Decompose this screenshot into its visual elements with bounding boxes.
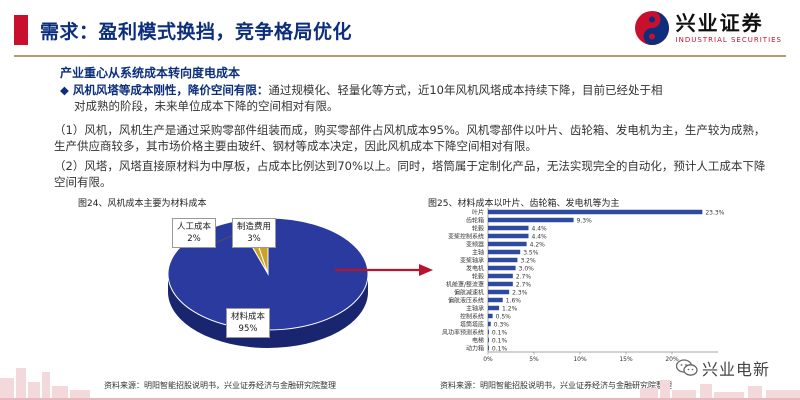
bar-value-label: 23.3%: [705, 210, 724, 217]
bar-category-label: 风功率预测系统: [442, 329, 484, 337]
bar-3: [488, 233, 529, 239]
paragraph-wind-tower: （2）风塔，风塔直接原材料为中厚板，占成本比例达到70%以上。同时，塔筒属于定制…: [54, 159, 766, 189]
bar-value-label: 1.2%: [502, 306, 518, 313]
bar-5: [488, 249, 521, 255]
bar-value-label: 9.3%: [577, 218, 593, 225]
pie-slice-material: [167, 217, 369, 331]
bar-category-label: 变频器: [466, 241, 484, 249]
bar-value-label: 1.6%: [506, 298, 522, 305]
pie-side-wall: [168, 274, 368, 348]
bar-x-tick-label: 0%: [483, 356, 493, 362]
bar-value-label: 0.1%: [492, 330, 508, 337]
bar-value-label: 3.0%: [519, 266, 535, 273]
paragraph-wind-turbine: （1）风机，风机生产是通过采购零部件组装而成，购买零部件占风机成本95%。风机零…: [54, 123, 766, 153]
slide-title-bar: 需求：盈利模式换挡，竞争格局优化: [14, 10, 352, 50]
bar-category-label: 主轴: [472, 249, 484, 257]
bar-chart: 叶片 23.3% 齿轮箱 9.3% 轮毂 4.4% 变桨控制系统 4.4% 变频器 4.2% 主轴 3…: [428, 206, 728, 363]
bar-x-tick-label: 5%: [529, 356, 539, 362]
right-figure-source: 资料来源：明阳智能招股说明书，兴业证券经济与金融研究院整理: [440, 381, 672, 390]
bar-chart-svg: 叶片 23.3% 齿轮箱 9.3% 轮毂 4.4% 变桨控制系统 4.4% 变频器 4.2% 主轴 3…: [442, 208, 725, 363]
bar-value-label: 3.5%: [523, 250, 539, 257]
bar-category-label: 控制系统: [460, 313, 484, 321]
pie-label-manufacturing-value: 3%: [247, 234, 261, 244]
bar-value-label: 0.3%: [494, 322, 510, 329]
bullet-bold-lead: 风机风塔等成本刚性，降价空间有限：: [72, 83, 269, 97]
bar-value-label: 4.4%: [531, 226, 547, 233]
bar-category-label: 齿轮箱: [466, 217, 484, 225]
pie-label-material-value: 95%: [238, 324, 258, 334]
bar-17: [488, 345, 489, 351]
pie-label-manufacturing: 制造费用 3%: [232, 218, 277, 248]
bar-x-tick-label: 10%: [573, 356, 587, 362]
city-skyline-decoration: [0, 368, 800, 400]
title-accent-block: [14, 15, 28, 45]
bar-14: [488, 321, 491, 327]
bar-category-label: 变桨轴承: [460, 257, 484, 265]
logo-chinese-name: 兴业证券: [675, 11, 764, 35]
pie-label-labor-name: 人工成本: [177, 222, 212, 232]
bar-1: [488, 217, 574, 223]
bar-13: [488, 313, 493, 319]
wechat-icon: [675, 359, 698, 376]
logo-mark-icon: [634, 11, 669, 45]
section-heading: 产业重心从系统成本转向度电成本: [60, 66, 241, 80]
left-figure-source: 资料来源：明阳智能招股说明书，兴业证券经济与金融研究院整理: [104, 381, 336, 390]
bullet-paragraph: ◆ 风机风塔等成本刚性，降价空间有限：通过规模化、轻量化等方式，近10年风机风塔成…: [60, 82, 772, 114]
bar-category-label: 偏航减速机: [454, 289, 484, 297]
bullet-line-2: 对成熟的阶段，未来单位成本下降的空间相对有限。: [74, 99, 339, 113]
bar-value-label: 3.2%: [520, 258, 536, 265]
company-logo: 兴业证券 INDUSTRIAL SECURITIES: [634, 10, 782, 46]
bar-12: [488, 305, 500, 311]
bar-9: [488, 281, 513, 287]
bar-category-label: 偏航液压系统: [448, 297, 484, 305]
bar-category-label: 机舱罩/整流罩: [446, 281, 484, 289]
wechat-watermark: 兴业电新: [675, 356, 770, 380]
bar-value-label: 4.4%: [531, 234, 547, 241]
bar-category-label: 轮毂: [472, 273, 484, 281]
bar-15: [488, 329, 489, 335]
bar-11: [488, 297, 503, 303]
bar-10: [488, 289, 510, 295]
logo-english-name: INDUSTRIAL SECURITIES: [675, 36, 782, 44]
pie-chart: 人工成本 2% 制造费用 3% 材料成本 95%: [150, 208, 410, 358]
bar-category-label: 叶片: [472, 209, 484, 217]
bar-category-label: 塔筒塔底: [460, 321, 484, 329]
figure-24-caption: 图24、风机成本主要为材料成本: [78, 199, 207, 209]
diamond-bullet-icon: ◆: [60, 83, 69, 97]
bar-value-label: 0.1%: [492, 338, 508, 345]
bar-value-label: 0.1%: [492, 346, 508, 353]
pie-label-labor: 人工成本 2%: [172, 218, 217, 248]
pie-label-manufacturing-name: 制造费用: [237, 222, 272, 232]
bar-category-label: 主轴承: [466, 305, 484, 313]
bar-category-label: 变桨控制系统: [448, 233, 484, 241]
bar-value-label: 2.7%: [516, 274, 532, 281]
bar-x-tick-label: 15%: [619, 356, 633, 362]
bar-4: [488, 241, 527, 247]
bar-category-label: 动力箱: [466, 345, 484, 353]
slide-title: 需求：盈利模式换挡，竞争格局优化: [40, 20, 353, 43]
pie-label-labor-value: 2%: [187, 234, 201, 244]
bar-0: [488, 209, 703, 215]
bar-8: [488, 273, 513, 279]
bar-value-label: 4.2%: [530, 242, 546, 249]
figure-25-caption: 图25、材料成本以叶片、齿轮箱、发电机等为主: [428, 199, 620, 209]
bar-16: [488, 337, 489, 343]
pie-label-material: 材料成本 95%: [226, 308, 271, 338]
bar-6: [488, 257, 518, 263]
bullet-line-1: 通过规模化、轻量化等方式，近10年风机风塔成本持续下降，目前已经处于相: [268, 83, 663, 97]
bar-category-label: 发电机: [466, 265, 484, 273]
bar-category-label: 电梯: [472, 337, 484, 345]
bar-value-label: 0.5%: [496, 314, 512, 321]
bar-value-label: 2.7%: [516, 282, 532, 289]
red-arrow-icon: [335, 264, 433, 276]
header-divider: [14, 55, 786, 57]
bar-x-tick-label: 20%: [665, 356, 679, 362]
bar-7: [488, 265, 516, 271]
watermark-text: 兴业电新: [701, 360, 770, 379]
pie-label-material-name: 材料成本: [231, 312, 266, 322]
bar-2: [488, 225, 529, 231]
bar-category-label: 轮毂: [472, 225, 484, 233]
bar-value-label: 2.3%: [512, 290, 528, 297]
